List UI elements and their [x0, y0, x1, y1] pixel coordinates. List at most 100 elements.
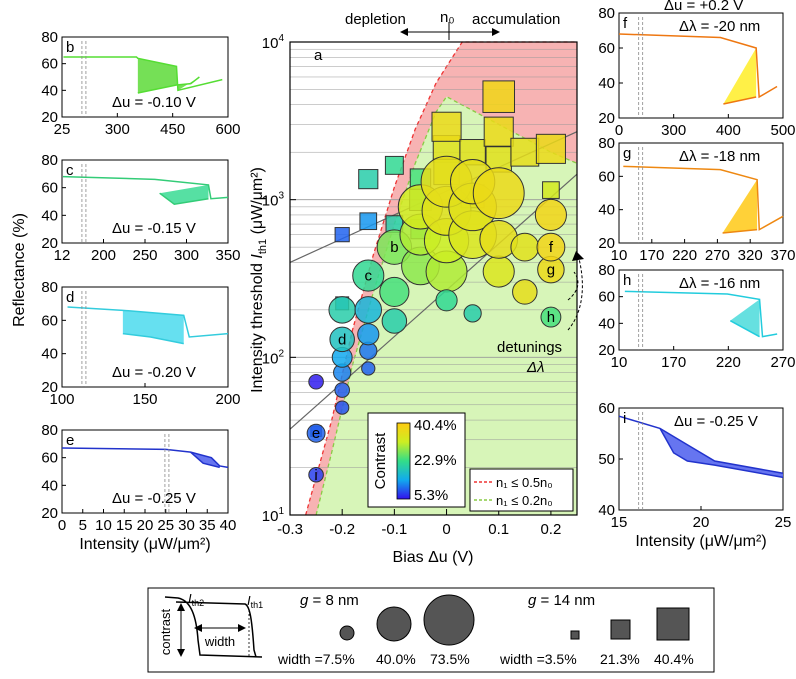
region-legend-box — [469, 468, 574, 512]
circle-point — [463, 304, 482, 323]
y-tick-label: 60 — [41, 180, 58, 197]
panel-x-label: Intensity (μW/μm²) — [635, 533, 766, 550]
circle-point — [354, 296, 383, 324]
y-tick-label: 80 — [41, 279, 58, 296]
circle-point — [381, 308, 408, 334]
panel-annotation: Δu = -0.10 V — [112, 94, 196, 111]
reflectance-down-curve — [722, 228, 758, 234]
square-point — [483, 116, 514, 147]
reflectance-up-curve — [618, 33, 778, 99]
hysteresis-fill — [723, 48, 757, 104]
point-label-d: d — [338, 331, 346, 348]
circle-size-label-small: width =7.5% — [277, 651, 355, 667]
panel-f: 20 40 60 80 0 300 400 500 f Δλ = -20 nm Δu = +0.2 … — [598, 0, 795, 139]
x-tick-label: 450 — [160, 121, 185, 138]
hysteresis-fill — [190, 452, 220, 468]
y-tick-label: 60 — [41, 450, 58, 467]
reflectance-up-curve — [67, 306, 229, 338]
panel-label-a: a — [314, 47, 323, 64]
circle-point — [334, 382, 350, 398]
x-tick-label: -0.2 — [329, 521, 355, 538]
square-size-label-small: width =3.5% — [499, 651, 577, 667]
circle-point — [329, 326, 355, 353]
x-tick-label: 25 — [157, 517, 174, 534]
hysteresis-fill — [730, 299, 760, 337]
circle-point — [335, 400, 350, 415]
panel-h: 20 40 60 80 10 170 220 270 h Δλ = -16 nm — [598, 262, 795, 371]
y-tick-label: 20 — [41, 109, 58, 126]
panel-label-f: f — [623, 15, 628, 32]
panel-annotation: Δu = -0.20 V — [112, 364, 196, 381]
y-tick-label: 103 — [262, 191, 285, 210]
point-label-i: i — [314, 467, 317, 484]
x-tick-label: 300 — [105, 121, 130, 138]
y-tick-label: 40 — [598, 75, 615, 92]
square-size-label-large: 40.4% — [654, 651, 694, 667]
schematic-hysteresis — [164, 596, 263, 658]
x-tick-label: 200 — [91, 247, 116, 264]
panel-label-e: e — [66, 432, 74, 449]
y-tick-label: 102 — [262, 348, 285, 367]
square-size-label-medium: 21.3% — [600, 651, 640, 667]
circle-size-small — [339, 625, 355, 641]
x-tick-label: 10 — [611, 354, 628, 371]
circle-point — [306, 423, 326, 443]
y-tick-label: 60 — [41, 56, 58, 73]
reflectance-down-curve — [729, 320, 760, 338]
size-legend: contrast width Ith2 Ith1 g = 8 nm width … — [147, 587, 715, 673]
panel-annotation-top: Δu = +0.2 V — [664, 0, 743, 14]
y-tick-label: 60 — [598, 400, 615, 417]
square-point — [334, 227, 350, 243]
accumulation-label: accumulation — [472, 11, 560, 28]
detuning-curve-f — [567, 254, 583, 331]
accumulation-arrowhead — [492, 28, 500, 36]
y-tick-label: 40 — [598, 502, 615, 519]
x-tick-label: 0 — [615, 122, 623, 139]
x-tick-label: 320 — [738, 247, 763, 264]
y-axis-label: Intensity threshold Ith1 (μW/μm²) — [249, 167, 269, 393]
reflectance-label: Reflectance (%) — [11, 213, 28, 327]
y-tick-label: 20 — [598, 110, 615, 127]
y-tick-label: 20 — [41, 505, 58, 522]
panel-annotation: Δλ = -20 nm — [679, 18, 760, 35]
y-tick-label: 20 — [598, 235, 615, 252]
x-tick-label: 10 — [95, 517, 112, 534]
x-tick-label: 0 — [442, 521, 450, 538]
circle-point — [536, 232, 566, 262]
ith2-label: Ith2 — [188, 591, 204, 608]
panel-g: 20 40 60 80 10 170 220 270 320 370 g Δλ = -18 nm — [598, 135, 795, 264]
circle-point — [534, 198, 567, 231]
circle-point — [510, 232, 540, 262]
x-tick-label: 5 — [79, 517, 87, 534]
contrast-arrowhead-top — [177, 603, 185, 611]
y-tick-label: 80 — [41, 29, 58, 46]
x-tick-label: 15 — [116, 517, 133, 534]
ith1-label: Ith1 — [247, 593, 263, 610]
point-label-f: f — [549, 239, 554, 256]
x-axis-label: Bias Δu (V) — [393, 549, 474, 566]
x-tick-label: 600 — [215, 121, 240, 138]
panel-label-c: c — [66, 162, 74, 179]
y-tick-label: 60 — [41, 312, 58, 329]
x-tick-label: -0.3 — [277, 521, 303, 538]
reflectance-down-curve — [190, 451, 220, 469]
point-label-g: g — [547, 262, 555, 279]
circle-group-title: g = 8 nm — [300, 592, 359, 609]
y-tick-label: 101 — [262, 506, 285, 525]
panel-annotation: Δu = -0.25 V — [674, 413, 758, 430]
reflectance-up-curve — [62, 175, 229, 200]
hysteresis-fill — [159, 184, 209, 205]
colorbar-title: Contrast — [372, 432, 389, 490]
colorbar-tick-min: 5.3% — [414, 487, 448, 504]
x-tick-label: 0.2 — [540, 521, 561, 538]
x-tick-label: 35 — [199, 517, 216, 534]
y-tick-label: 60 — [598, 40, 615, 57]
panel-annotation: Δu = -0.15 V — [112, 220, 196, 237]
y-tick-label: 40 — [41, 207, 58, 224]
y-tick-label: 50 — [598, 451, 615, 468]
x-tick-label: 400 — [716, 122, 741, 139]
x-tick-label: 270 — [770, 354, 795, 371]
y-tick-label: 60 — [598, 289, 615, 306]
y-tick-label: 40 — [598, 315, 615, 332]
